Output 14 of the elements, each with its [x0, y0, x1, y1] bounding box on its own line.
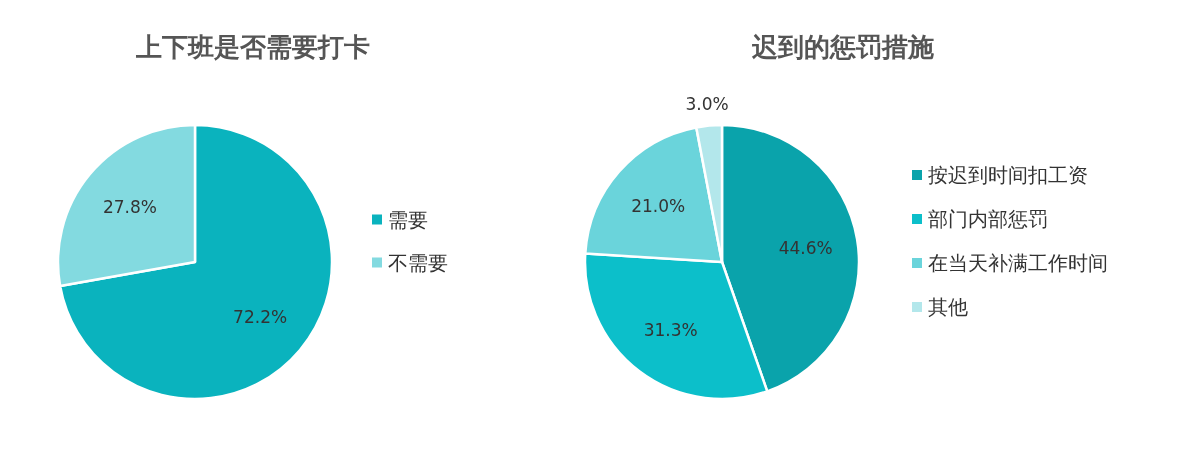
data-label: 31.3% [643, 319, 698, 340]
legend-label: 不需要 [388, 250, 448, 275]
data-label: 27.8% [102, 197, 157, 218]
legend-label: 按迟到时间扣工资 [928, 163, 1088, 187]
legend-label: 在当天补满工作时间 [928, 251, 1108, 275]
legend-label: 需要 [388, 207, 428, 232]
data-label: 72.2% [233, 306, 288, 327]
data-label: 3.0% [685, 93, 729, 114]
chart-title: 上下班是否需要打卡 [135, 32, 370, 62]
data-label: 44.6% [778, 237, 833, 258]
chart-title: 迟到的惩罚措施 [751, 32, 934, 62]
legend-label: 部门内部惩罚 [928, 207, 1048, 231]
data-label: 21.0% [631, 195, 686, 216]
legend-label: 其他 [928, 295, 968, 319]
